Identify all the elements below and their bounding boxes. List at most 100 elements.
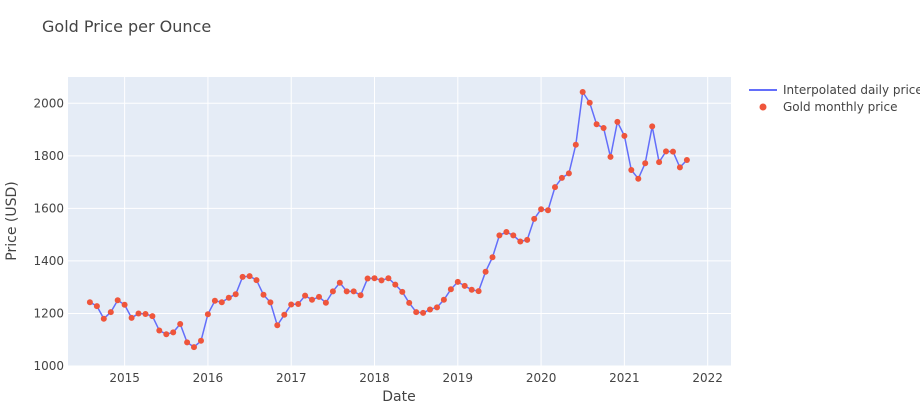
data-point <box>170 329 177 336</box>
data-point <box>267 299 274 306</box>
data-point <box>683 157 690 163</box>
data-point <box>572 141 579 148</box>
data-point <box>336 279 343 286</box>
data-point <box>517 238 524 245</box>
data-point <box>239 273 246 280</box>
data-point <box>579 89 586 95</box>
x-gridlines <box>124 77 709 366</box>
data-point <box>621 132 628 139</box>
data-point <box>128 314 135 321</box>
data-point <box>524 236 531 243</box>
x-tick-label: 2021 <box>609 371 640 385</box>
y-tick-label: 1400 <box>33 254 64 268</box>
plot-area <box>68 77 731 366</box>
data-point <box>552 184 558 191</box>
y-tick-label: 2000 <box>33 96 64 110</box>
data-point <box>392 281 399 288</box>
data-point <box>371 275 378 282</box>
data-point <box>461 282 468 289</box>
data-point <box>142 311 149 317</box>
x-tick-label: 2015 <box>109 371 140 385</box>
data-point <box>635 175 642 182</box>
data-point <box>246 273 253 280</box>
data-point <box>253 277 260 284</box>
data-point <box>454 278 461 285</box>
data-point <box>100 315 107 322</box>
y-axis-title: Price (USD) <box>4 181 20 260</box>
data-point <box>586 99 593 106</box>
data-point <box>322 299 329 306</box>
x-axis-title: Date <box>382 389 415 405</box>
data-point <box>302 292 309 299</box>
data-point <box>357 292 364 299</box>
data-point <box>447 286 454 293</box>
data-point <box>260 291 267 298</box>
data-point <box>434 304 440 311</box>
chart-title: Gold Price per Ounce <box>42 17 211 36</box>
data-point <box>135 310 142 317</box>
data-point <box>440 296 447 303</box>
legend[interactable]: Interpolated daily price Gold monthly pr… <box>749 83 920 114</box>
data-point <box>281 311 288 318</box>
y-gridlines <box>68 102 731 367</box>
data-point <box>350 288 357 295</box>
data-point <box>177 321 184 327</box>
x-tick-label: 2017 <box>276 371 307 385</box>
y-axis-tick-labels: 1000 1200 1400 1600 1800 2000 <box>33 96 64 373</box>
data-point <box>225 294 232 301</box>
data-point <box>232 291 239 298</box>
data-point <box>191 344 197 351</box>
data-point <box>468 286 475 293</box>
data-point <box>309 296 315 303</box>
data-point <box>107 309 114 316</box>
legend-item-gold-monthly-price[interactable]: Gold monthly price <box>783 100 897 114</box>
data-point <box>607 153 614 160</box>
data-point <box>558 174 565 181</box>
data-point <box>218 299 225 306</box>
data-point <box>676 164 683 171</box>
x-axis-tick-labels: 2015 2016 2017 2018 2019 2020 2021 2022 <box>109 371 723 385</box>
x-tick-label: 2022 <box>692 371 723 385</box>
data-point <box>198 337 204 344</box>
y-tick-label: 1000 <box>33 359 64 373</box>
legend-marker-swatch <box>759 103 767 111</box>
x-tick-label: 2020 <box>526 371 557 385</box>
data-point <box>295 301 302 307</box>
data-point <box>204 311 211 318</box>
data-point <box>496 232 503 239</box>
data-point <box>482 268 489 275</box>
data-point <box>489 254 496 261</box>
data-point <box>545 207 551 214</box>
data-point <box>274 322 281 329</box>
data-point <box>343 288 350 295</box>
data-point <box>475 288 482 295</box>
data-point <box>316 293 322 300</box>
data-point <box>149 313 156 320</box>
x-tick-label: 2019 <box>443 371 474 385</box>
data-point <box>656 159 663 166</box>
data-point <box>593 121 600 128</box>
data-point <box>670 148 676 155</box>
x-tick-label: 2016 <box>193 371 224 385</box>
data-point <box>600 125 607 131</box>
y-tick-label: 1200 <box>33 306 64 320</box>
data-point <box>211 297 218 304</box>
data-point <box>163 331 170 338</box>
data-point <box>427 306 433 313</box>
data-point <box>156 327 163 334</box>
legend-item-interpolated-daily-price[interactable]: Interpolated daily price <box>783 83 920 97</box>
data-point <box>413 309 420 316</box>
data-point <box>531 215 538 222</box>
data-point <box>565 170 572 177</box>
data-point <box>406 299 413 306</box>
data-point <box>642 160 649 167</box>
data-point <box>503 229 510 235</box>
y-tick-label: 1800 <box>33 149 64 163</box>
data-point <box>86 299 93 306</box>
data-point <box>378 277 385 284</box>
data-point <box>329 288 336 295</box>
data-point <box>184 339 191 346</box>
data-point <box>663 148 669 155</box>
data-point <box>649 123 656 130</box>
data-point <box>614 118 621 125</box>
